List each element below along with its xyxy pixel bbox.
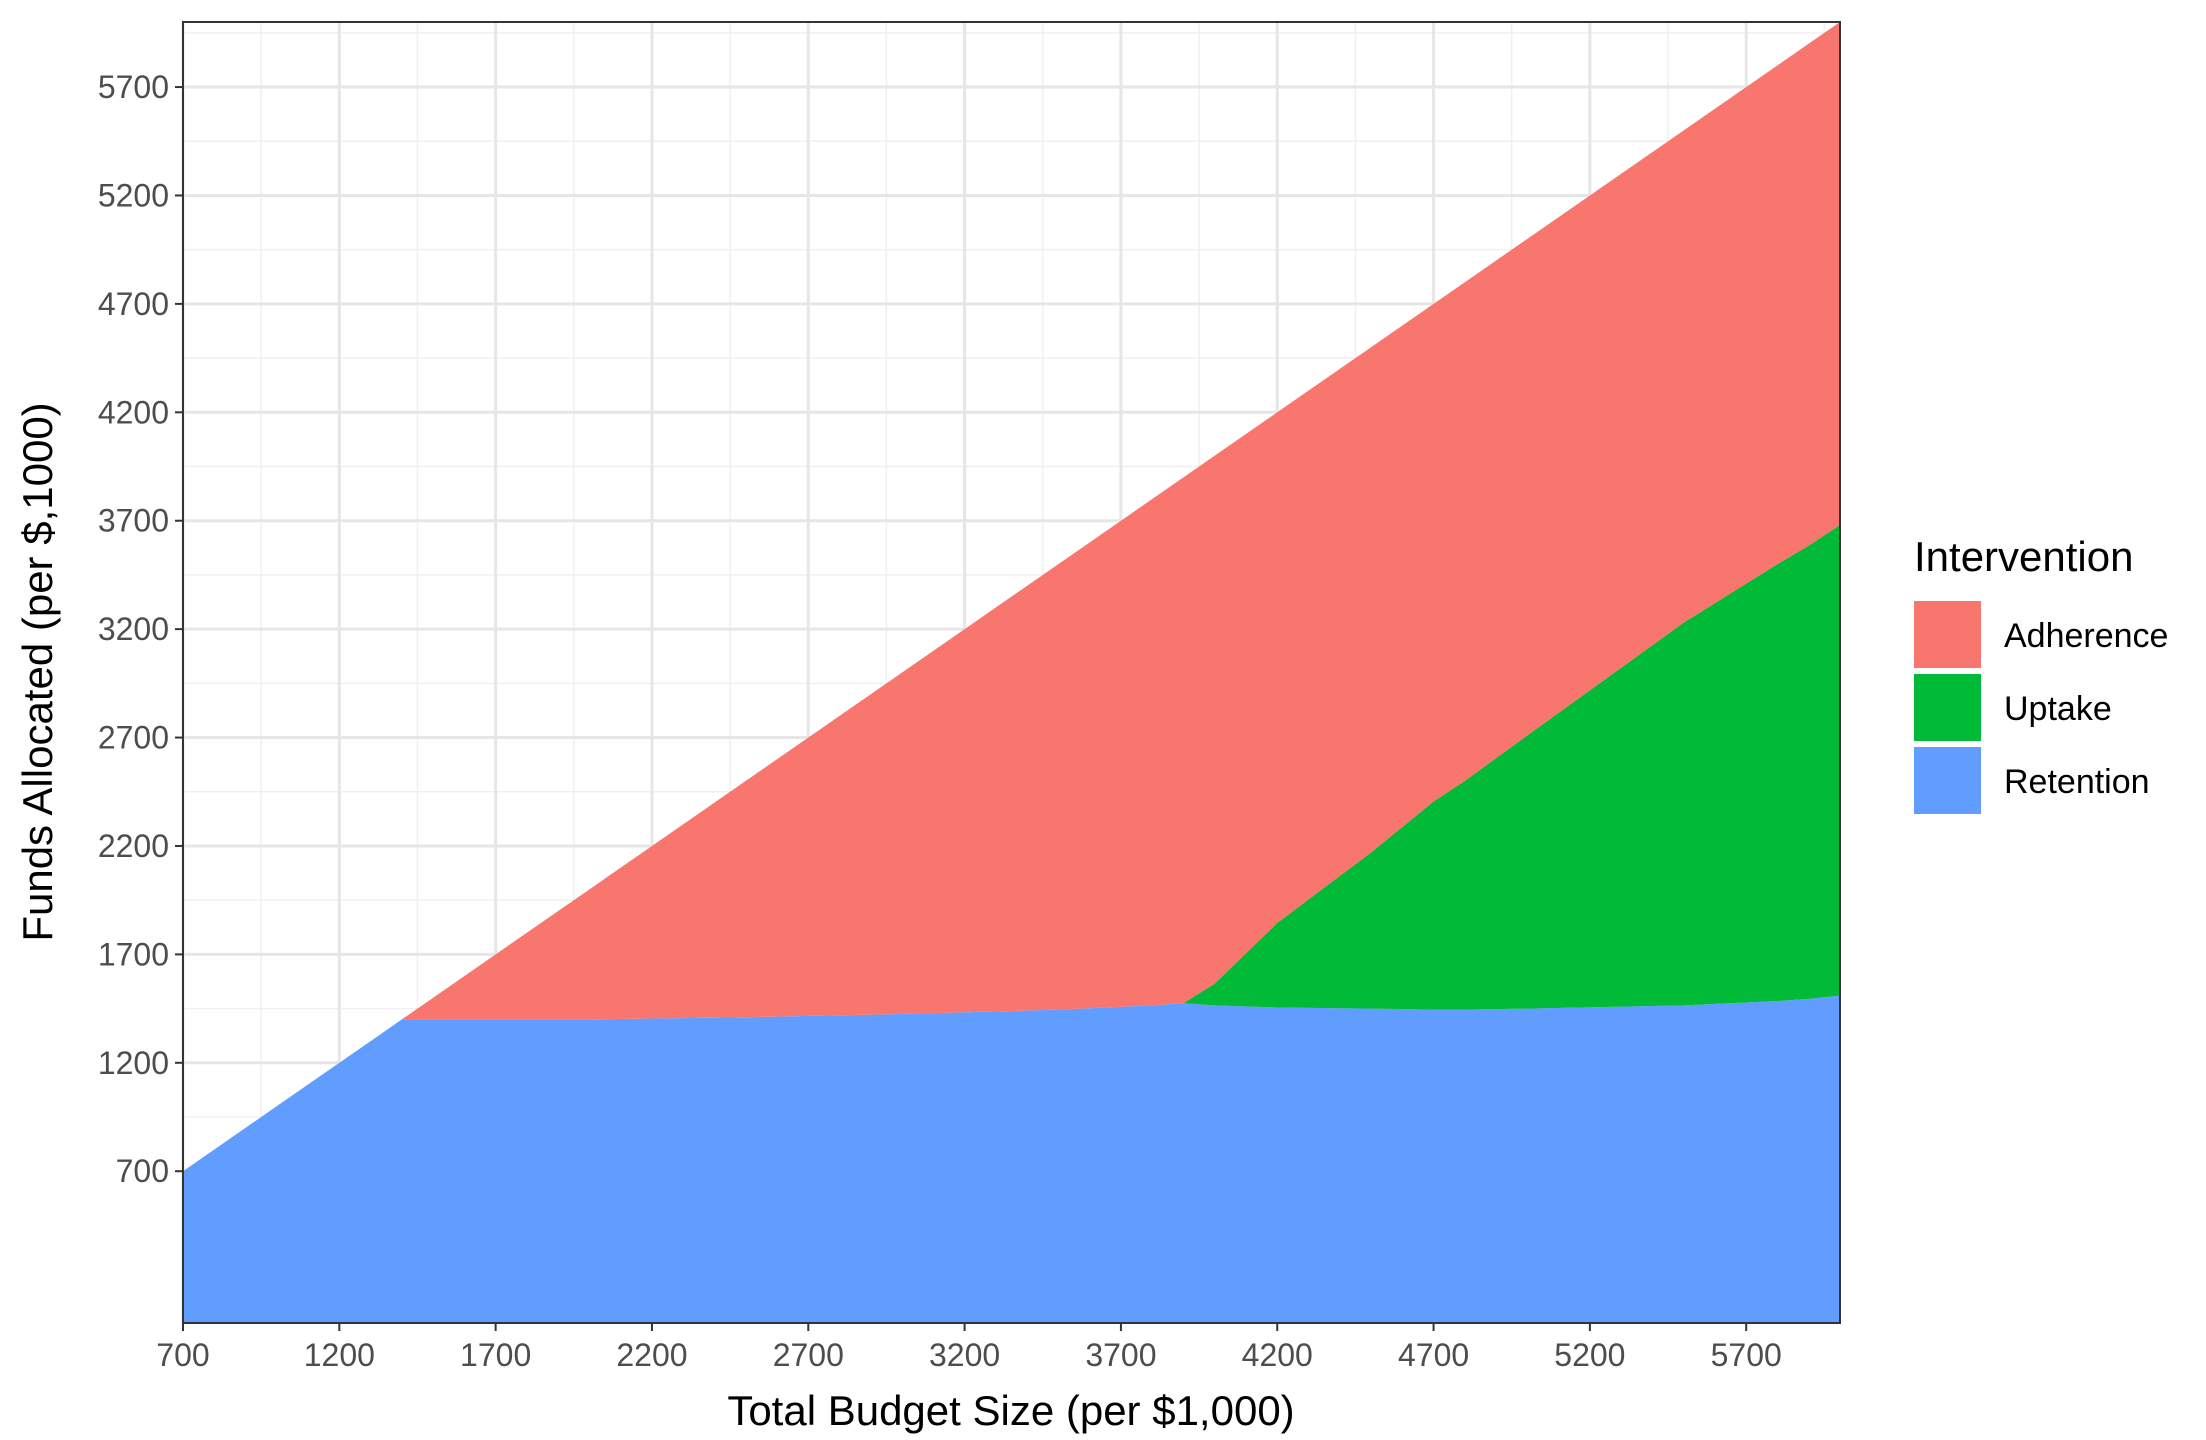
x-tick-label: 4700 [1398,1337,1469,1373]
y-tick-label: 4200 [98,394,169,430]
legend-label-uptake: Uptake [2004,690,2112,728]
legend-title: Intervention [1914,533,2133,580]
legend-label-retention: Retention [2004,763,2150,801]
x-tick-label: 2200 [616,1337,687,1373]
x-tick-label: 1700 [460,1337,531,1373]
y-tick-label: 5200 [98,177,169,213]
legend-swatch-uptake [1914,674,1981,741]
y-tick-label: 3700 [98,503,169,539]
x-tick-label: 3200 [929,1337,1000,1373]
y-tick-label: 5700 [98,69,169,105]
y-tick-label: 3200 [98,611,169,647]
legend-swatch-retention [1914,747,1981,814]
area-uptake [183,525,1840,1172]
y-tick-label: 1200 [98,1045,169,1081]
x-tick-label: 3700 [1085,1337,1156,1373]
area-series [183,22,1840,1323]
y-tick-label: 700 [116,1153,169,1189]
y-tick-label: 1700 [98,936,169,972]
panel-border [182,21,1841,1324]
y-axis-title: Funds Allocated (per $,1000) [14,402,61,941]
x-tick-label: 2700 [773,1337,844,1373]
x-axis-title: Total Budget Size (per $1,000) [727,1387,1294,1434]
x-tick-label: 5200 [1554,1337,1625,1373]
x-tick-label: 1200 [304,1337,375,1373]
y-tick-label: 2200 [98,828,169,864]
area-adherence [183,22,1840,1172]
legend: Intervention Adherence Uptake Retention [1914,533,2168,814]
y-axis: 700 1200 1700 2200 2700 3200 3700 4200 4700 5200 5… [98,69,183,1189]
x-tick-label: 5700 [1711,1337,1782,1373]
x-tick-label: 700 [156,1337,209,1373]
y-tick-label: 2700 [98,720,169,756]
x-tick-label: 4200 [1242,1337,1313,1373]
area-retention [183,995,1840,1323]
x-axis: 700 1200 1700 2200 2700 3200 3700 4200 4700 5200 5… [156,1323,1782,1373]
legend-swatch-adherence [1914,601,1981,668]
y-tick-label: 4700 [98,286,169,322]
legend-label-adherence: Adherence [2004,617,2168,655]
